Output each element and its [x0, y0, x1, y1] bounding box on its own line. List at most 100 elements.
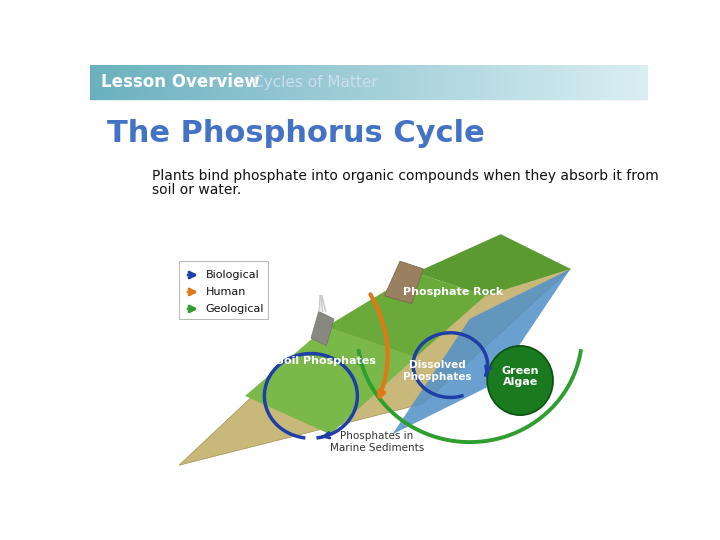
Bar	[126, 65, 129, 99]
Bar	[213, 65, 215, 99]
Bar	[547, 65, 550, 99]
Bar	[163, 65, 166, 99]
Bar	[336, 65, 338, 99]
Bar	[294, 65, 297, 99]
Bar	[285, 65, 288, 99]
Bar	[436, 65, 438, 99]
Bar	[634, 65, 637, 99]
Text: Phosphates in
Marine Sediments: Phosphates in Marine Sediments	[330, 431, 424, 453]
Bar	[277, 65, 280, 99]
Bar	[447, 65, 450, 99]
Bar	[374, 65, 377, 99]
Bar	[416, 65, 419, 99]
Bar	[333, 65, 336, 99]
Bar	[642, 65, 645, 99]
Bar	[503, 65, 505, 99]
Bar	[230, 65, 233, 99]
Bar	[559, 65, 562, 99]
Bar	[249, 65, 252, 99]
Bar	[593, 65, 595, 99]
Bar	[598, 65, 600, 99]
Bar	[389, 65, 392, 99]
Bar	[255, 65, 258, 99]
Bar	[246, 65, 249, 99]
Bar	[171, 65, 174, 99]
Bar	[364, 65, 366, 99]
Bar	[101, 65, 104, 99]
Bar	[431, 65, 433, 99]
Bar	[319, 65, 322, 99]
Bar	[428, 65, 431, 99]
Text: Lesson Overview: Lesson Overview	[101, 73, 260, 91]
Bar	[411, 65, 414, 99]
Bar	[590, 65, 593, 99]
Bar	[266, 65, 269, 99]
Bar	[310, 65, 313, 99]
Bar	[495, 65, 498, 99]
Bar	[341, 65, 344, 99]
Bar	[347, 65, 349, 99]
Bar	[617, 65, 620, 99]
Bar	[302, 65, 305, 99]
Bar	[609, 65, 612, 99]
Bar	[138, 65, 140, 99]
Text: Soil Phosphates: Soil Phosphates	[276, 356, 377, 366]
Bar	[514, 65, 517, 99]
Bar	[199, 65, 202, 99]
Bar	[297, 65, 300, 99]
Bar	[623, 65, 626, 99]
Text: The Phosphorus Cycle: The Phosphorus Cycle	[107, 119, 485, 148]
Bar	[269, 65, 271, 99]
Bar	[210, 65, 213, 99]
Bar	[344, 65, 347, 99]
Bar	[542, 65, 545, 99]
Bar	[174, 65, 176, 99]
Bar	[498, 65, 500, 99]
Bar	[132, 65, 135, 99]
Bar	[218, 65, 221, 99]
Bar	[179, 261, 269, 319]
Bar	[215, 65, 218, 99]
Bar	[121, 65, 124, 99]
Bar	[235, 65, 238, 99]
Bar	[151, 65, 154, 99]
Bar	[500, 65, 503, 99]
Bar	[377, 65, 380, 99]
Bar	[185, 65, 188, 99]
Bar	[316, 65, 319, 99]
Bar	[392, 65, 394, 99]
Bar	[441, 65, 444, 99]
Text: Phosphate Rock: Phosphate Rock	[402, 287, 503, 297]
Bar	[166, 65, 168, 99]
Bar	[221, 65, 224, 99]
Bar	[271, 65, 274, 99]
Text: Geological: Geological	[205, 304, 264, 314]
Bar	[520, 65, 523, 99]
Bar	[645, 65, 648, 99]
Bar	[397, 65, 400, 99]
Bar	[394, 65, 397, 99]
Bar	[386, 65, 389, 99]
Bar	[511, 65, 514, 99]
Bar	[300, 65, 302, 99]
Bar	[483, 65, 486, 99]
Polygon shape	[326, 273, 485, 357]
Bar	[467, 65, 469, 99]
Bar	[472, 65, 475, 99]
Bar	[107, 65, 109, 99]
Bar	[536, 65, 539, 99]
Polygon shape	[415, 234, 570, 296]
Bar	[274, 65, 277, 99]
Bar	[143, 65, 145, 99]
Bar	[112, 65, 115, 99]
Bar	[603, 65, 606, 99]
Bar	[145, 65, 148, 99]
Bar	[620, 65, 623, 99]
Bar	[615, 65, 617, 99]
Bar	[425, 65, 428, 99]
Bar	[489, 65, 492, 99]
Bar	[612, 65, 615, 99]
Bar	[526, 65, 528, 99]
Bar	[606, 65, 609, 99]
Bar	[93, 65, 96, 99]
